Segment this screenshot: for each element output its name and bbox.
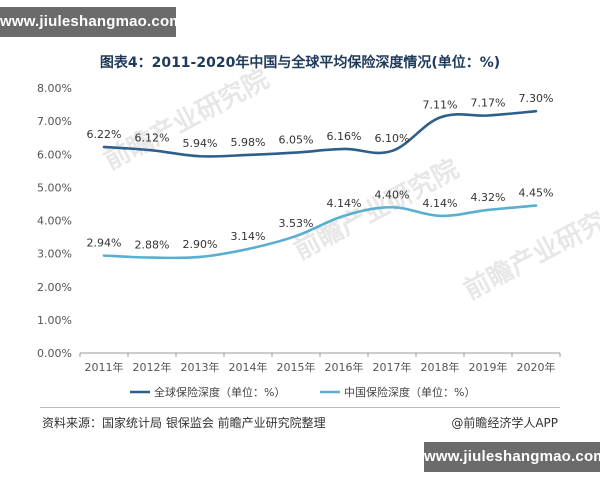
data-label: 6.16% (327, 130, 362, 143)
data-label: 2.94% (87, 237, 122, 250)
data-label: 2.88% (135, 239, 170, 252)
data-label: 7.17% (471, 96, 506, 109)
y-axis: 0.00% 1.00% 2.00% 3.00% 4.00% 5.00% 6.00% 7.00%… (37, 82, 72, 360)
chart-title: 图表4：2011-2020年中国与全球平均保险深度情况(单位：%) (99, 55, 501, 71)
data-label: 4.14% (423, 197, 458, 210)
data-label: 7.11% (423, 98, 458, 111)
data-label: 6.05% (279, 134, 314, 147)
x-tick-label: 2012年 (133, 360, 172, 374)
y-tick-label: 5.00% (37, 181, 72, 194)
data-labels: 6.22% 6.12% 5.94% 5.98% 6.05% 6.16% 6.10% 7.11%… (87, 92, 554, 251)
source-note: 资料来源：国家统计局 银保监会 前瞻产业研究院整理 (42, 416, 326, 430)
y-tick-label: 4.00% (37, 215, 72, 228)
watermark-text: 前瞻产业研究院 (99, 63, 274, 176)
x-tick-label: 2016年 (325, 360, 364, 374)
data-label: 4.32% (471, 191, 506, 204)
y-tick-label: 7.00% (37, 115, 72, 128)
y-tick-label: 0.00% (37, 347, 72, 360)
footer-divider (40, 407, 560, 408)
y-tick-label: 2.00% (37, 281, 72, 294)
data-label: 7.30% (519, 92, 554, 105)
data-label: 6.12% (135, 131, 170, 144)
series-line-china (102, 204, 538, 260)
data-label: 3.53% (279, 217, 314, 230)
data-label: 3.14% (231, 230, 266, 243)
site-url-badge-bottom: www.jiuleshangmao.com (424, 442, 600, 472)
x-tick-label: 2017年 (373, 360, 412, 374)
x-tick-label: 2019年 (469, 360, 508, 374)
data-label: 4.40% (375, 188, 410, 201)
site-url-badge-top: www.jiuleshangmao.com (0, 7, 183, 37)
data-label: 6.10% (375, 132, 410, 145)
data-label: 4.45% (519, 187, 554, 200)
x-tick-label: 2018年 (421, 360, 460, 374)
data-label: 5.94% (183, 137, 218, 150)
data-label: 5.98% (231, 136, 266, 149)
x-tick-label: 2011年 (85, 360, 124, 374)
legend-label: 全球保险深度（单位：%） (154, 385, 285, 399)
series-line-global (102, 109, 538, 158)
x-axis: 2011年 2012年 2013年 2014年 2015年 2016年 2017年 2018年… (79, 352, 561, 374)
y-tick-label: 8.00% (37, 82, 72, 95)
legend: 全球保险深度（单位：%） 中国保险深度（单位：%） (130, 385, 475, 399)
data-label: 6.22% (87, 128, 122, 141)
series-layer (102, 109, 538, 260)
y-tick-label: 1.00% (37, 314, 72, 327)
y-tick-label: 6.00% (37, 148, 72, 161)
data-label: 4.14% (327, 197, 362, 210)
x-tick-label: 2015年 (277, 360, 316, 374)
brand-credit: @前瞻经济学人APP (451, 416, 558, 430)
data-label: 2.90% (183, 238, 218, 251)
y-tick-label: 3.00% (37, 248, 72, 261)
x-tick-label: 2013年 (181, 360, 220, 374)
legend-label: 中国保险深度（单位：%） (344, 385, 475, 399)
x-tick-label: 2014年 (229, 360, 268, 374)
x-tick-label: 2020年 (517, 360, 556, 374)
